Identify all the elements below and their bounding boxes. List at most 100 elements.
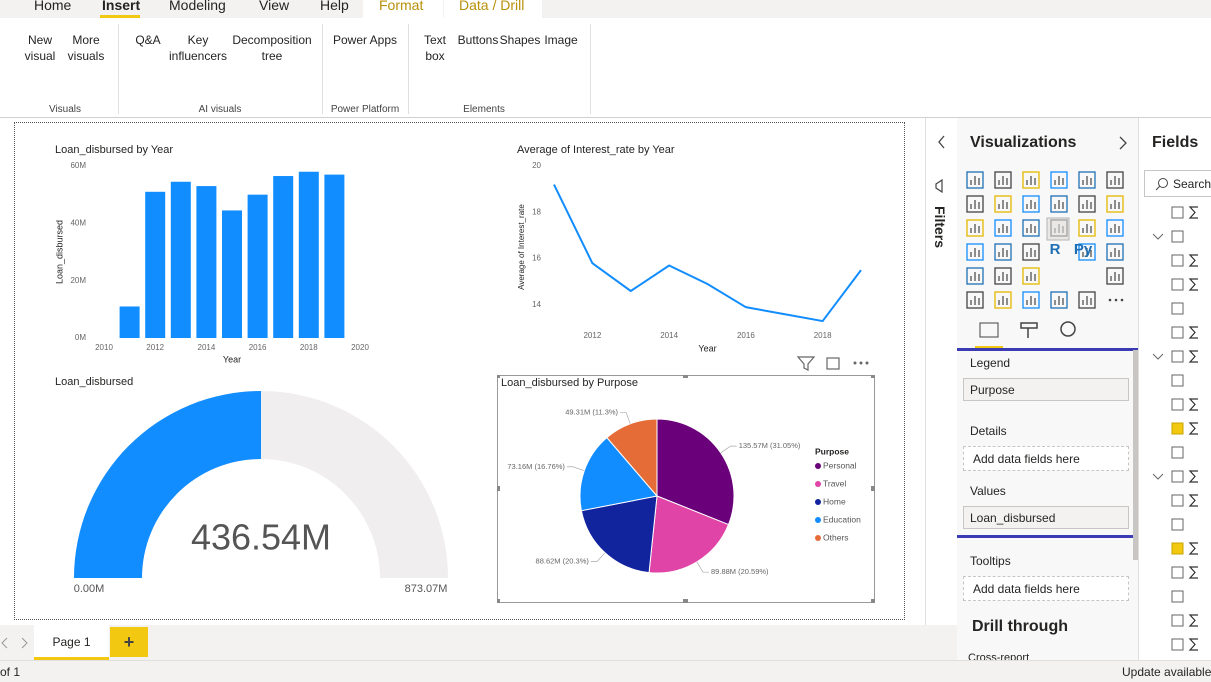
visual-icon[interactable] — [1050, 195, 1068, 213]
well-drop-zone[interactable]: Add data fields here — [963, 446, 1129, 471]
field-checkbox[interactable] — [1171, 470, 1184, 483]
visual-icon[interactable] — [994, 267, 1012, 285]
bar[interactable] — [298, 171, 319, 338]
visual-icon[interactable] — [1022, 267, 1040, 285]
well-drop-zone[interactable]: Add data fields here — [963, 576, 1129, 601]
field-checkbox[interactable] — [1171, 302, 1184, 315]
add-page[interactable]: + — [110, 627, 148, 657]
resize-handle[interactable] — [497, 375, 500, 378]
visual-icon[interactable] — [1078, 243, 1096, 261]
pie-slice[interactable] — [648, 495, 730, 574]
field-checkbox[interactable] — [1171, 278, 1184, 291]
field-checkbox[interactable] — [1171, 374, 1184, 387]
page-tab[interactable]: Page 1 — [34, 625, 109, 660]
resize-handle[interactable] — [497, 599, 500, 603]
expand-chevron[interactable] — [1152, 353, 1164, 360]
expand-chevron[interactable] — [1152, 473, 1164, 480]
visual-icon[interactable] — [994, 195, 1012, 213]
resize-handle[interactable] — [871, 375, 875, 378]
ribbon-button[interactable]: Buttons — [455, 28, 501, 52]
visual-icon[interactable] — [994, 291, 1012, 309]
ribbon-button[interactable]: Power Apps — [329, 28, 401, 48]
more-dot[interactable] — [853, 361, 857, 365]
visual-icon[interactable] — [1078, 291, 1096, 309]
ribbon-tab[interactable]: Help — [320, 0, 349, 13]
ribbon-tab[interactable]: Format — [379, 0, 424, 13]
bar-chart[interactable]: Loan_disbursed by Year 0M 20M 40M 60M 2010 201… — [40, 138, 385, 370]
format-tab[interactable] — [1020, 322, 1038, 338]
filters-pane[interactable]: Filters — [925, 118, 958, 625]
visual-icon[interactable] — [1106, 171, 1124, 189]
more-dot[interactable] — [1120, 298, 1124, 302]
pie-slice[interactable] — [606, 418, 658, 498]
field-checkbox[interactable] — [1171, 326, 1184, 339]
ribbon-button[interactable]: Shapes — [499, 28, 541, 52]
bar[interactable] — [324, 174, 345, 338]
visual-icon[interactable] — [1050, 291, 1068, 309]
gauge-chart[interactable]: Loan_disbursed 436.54M 0.00M 873.07M — [40, 372, 480, 602]
expand-arrow[interactable] — [1117, 136, 1129, 150]
bar[interactable] — [273, 176, 294, 338]
pie-slice[interactable] — [579, 436, 658, 512]
field-checkbox[interactable] — [1171, 446, 1184, 459]
ribbon-tab[interactable]: Home — [34, 0, 72, 13]
resize-handle[interactable] — [871, 599, 875, 603]
visual-icon[interactable] — [1106, 243, 1124, 261]
ribbon-button[interactable]: More visuals — [66, 28, 106, 68]
pie-chart[interactable]: Loan_disbursed by Purpose 135.57M (31.05%… — [497, 375, 875, 603]
field-checkbox[interactable] — [1171, 638, 1184, 651]
visual-icon[interactable] — [966, 267, 984, 285]
ribbon-button[interactable]: Text box — [421, 28, 449, 64]
visual-icon[interactable] — [1050, 171, 1068, 189]
ribbon-button[interactable]: Image — [541, 28, 581, 48]
legend-swatch[interactable] — [815, 463, 821, 469]
bar[interactable] — [119, 306, 140, 338]
field-checkbox[interactable] — [1171, 422, 1184, 435]
field-checkbox[interactable] — [1171, 518, 1184, 531]
visual-icon[interactable] — [966, 219, 984, 237]
visual-icon[interactable] — [1022, 219, 1040, 237]
ribbon-tab[interactable]: View — [259, 0, 290, 13]
visual-icon[interactable] — [1022, 243, 1040, 261]
field-checkbox[interactable] — [1171, 350, 1184, 363]
visual-icon[interactable] — [966, 291, 984, 309]
visual-icon[interactable] — [1022, 171, 1040, 189]
resize-handle[interactable] — [683, 375, 688, 378]
visual-icon[interactable] — [1106, 267, 1124, 285]
bar[interactable] — [170, 181, 191, 338]
resize-handle[interactable] — [683, 599, 688, 603]
visual-icon[interactable] — [994, 171, 1012, 189]
gauge-fill[interactable] — [74, 391, 262, 578]
analytics-tab[interactable] — [1060, 321, 1076, 337]
visual-icon[interactable] — [994, 243, 1012, 261]
pie-slice[interactable] — [580, 495, 658, 574]
visual-icon[interactable] — [994, 219, 1012, 237]
ribbon-button[interactable]: New visual — [23, 28, 57, 64]
line-series[interactable] — [553, 184, 862, 323]
field-checkbox[interactable] — [1171, 206, 1184, 219]
bar[interactable] — [196, 186, 217, 338]
update-notice[interactable]: Update available — [1122, 665, 1211, 679]
bar[interactable] — [145, 191, 166, 338]
visual-icon[interactable] — [1078, 171, 1096, 189]
visual-icon[interactable] — [966, 243, 984, 261]
visual-icon[interactable] — [1106, 195, 1124, 213]
ribbon-button[interactable]: Decomposition tree — [227, 28, 317, 64]
well-field[interactable]: Loan_disbursed — [963, 506, 1129, 529]
focus-icon[interactable] — [826, 357, 840, 370]
well-field[interactable]: Purpose — [963, 378, 1129, 401]
field-checkbox[interactable] — [1171, 494, 1184, 507]
more-dot[interactable] — [1114, 298, 1118, 302]
field-checkbox[interactable] — [1171, 230, 1184, 243]
resize-handle[interactable] — [871, 486, 875, 491]
field-checkbox[interactable] — [1171, 614, 1184, 627]
search-box[interactable]: Search — [1144, 170, 1211, 197]
visual-icon[interactable] — [1022, 195, 1040, 213]
resize-handle[interactable] — [497, 486, 500, 491]
legend-swatch[interactable] — [815, 517, 821, 523]
visual-icon[interactable] — [1106, 219, 1124, 237]
visual-icon[interactable] — [1078, 195, 1096, 213]
field-checkbox[interactable] — [1171, 398, 1184, 411]
page-nav[interactable] — [0, 635, 28, 651]
legend-swatch[interactable] — [815, 499, 821, 505]
